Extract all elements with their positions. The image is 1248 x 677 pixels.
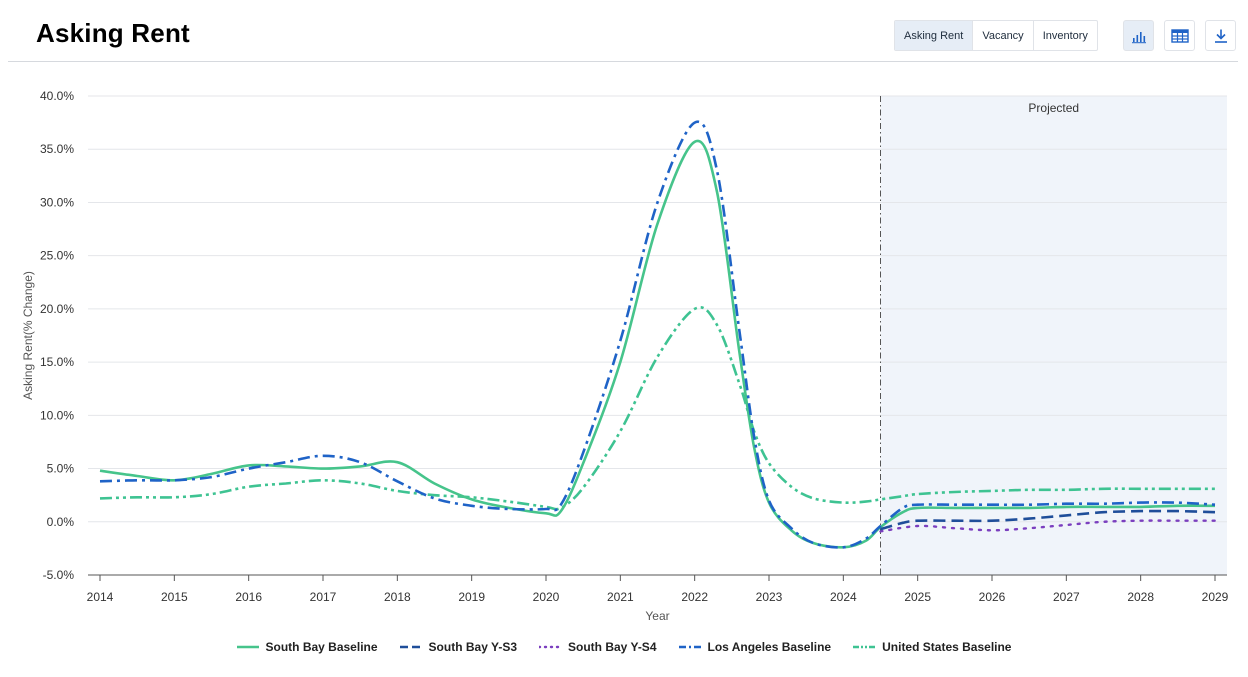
y-axis-title: Asking Rent(% Change) <box>21 271 35 400</box>
download-icon <box>1214 29 1227 43</box>
projected-label: Projected <box>1028 101 1079 115</box>
y-tick-label: 40.0% <box>40 89 74 103</box>
chart-view-button[interactable] <box>1123 20 1154 51</box>
y-tick-label: 35.0% <box>40 142 74 156</box>
table-view-button[interactable] <box>1164 20 1195 51</box>
legend-item-south-bay-baseline[interactable]: South Bay Baseline <box>236 640 378 654</box>
y-tick-label: 10.0% <box>40 408 74 422</box>
x-tick-label: 2018 <box>384 590 411 604</box>
x-tick-label: 2023 <box>756 590 783 604</box>
legend-label: South Bay Y-S3 <box>428 640 518 654</box>
tab-asking-rent[interactable]: Asking Rent <box>895 21 974 50</box>
y-tick-label: 0.0% <box>47 515 75 529</box>
x-tick-label: 2029 <box>1202 590 1229 604</box>
series-line-los-angeles-baseline <box>99 120 1216 549</box>
legend-item-united-states-baseline[interactable]: United States Baseline <box>853 640 1011 654</box>
legend-label: South Bay Baseline <box>265 640 378 654</box>
x-tick-label: 2020 <box>533 590 560 604</box>
y-tick-label: 15.0% <box>40 355 74 369</box>
series-line-south-bay-baseline <box>99 139 1216 549</box>
asking-rent-line-chart: -5.0% 0.0% 5.0% 10.0% 15.0% 20.0% 25.0% 30.0% 35… <box>21 89 1229 623</box>
header-divider <box>8 61 1238 62</box>
legend-swatch <box>678 645 701 649</box>
x-tick-label: 2026 <box>979 590 1006 604</box>
x-tick-label: 2025 <box>904 590 931 604</box>
legend-swatch <box>539 645 562 649</box>
x-axis-title: Year <box>645 609 669 623</box>
y-tick-label: -5.0% <box>43 568 75 582</box>
x-tick-label: 2027 <box>1053 590 1080 604</box>
x-tick-label: 2024 <box>830 590 857 604</box>
projected-region <box>880 96 1227 575</box>
y-tick-label: 30.0% <box>40 195 74 209</box>
download-button[interactable] <box>1205 20 1236 51</box>
x-tick-label: 2017 <box>310 590 337 604</box>
y-tick-label: 5.0% <box>47 462 75 476</box>
page-title: Asking Rent <box>36 18 190 48</box>
series-line-south-bay-y-s3 <box>880 509 1216 531</box>
y-tick-label: 20.0% <box>40 302 74 316</box>
legend-item-south-bay-y-s3[interactable]: South Bay Y-S3 <box>399 640 518 654</box>
legend-item-los-angeles-baseline[interactable]: Los Angeles Baseline <box>678 640 832 654</box>
legend-label: South Bay Y-S4 <box>568 640 657 654</box>
legend-label: Los Angeles Baseline <box>707 640 832 654</box>
x-tick-label: 2019 <box>458 590 485 604</box>
series-line-south-bay-y-s4 <box>879 519 1217 533</box>
legend-swatch <box>399 645 422 649</box>
bar-chart-icon <box>1131 31 1146 43</box>
legend-swatch <box>236 645 259 649</box>
legend-label: United States Baseline <box>882 640 1012 654</box>
x-tick-label: 2014 <box>87 590 114 604</box>
x-tick-label: 2022 <box>681 590 708 604</box>
legend-item-south-bay-y-s4[interactable]: South Bay Y-S4 <box>539 640 657 654</box>
tab-inventory[interactable]: Inventory <box>1042 29 1088 42</box>
metric-tabs: Asking Rent Vacancy Inventory <box>894 20 1098 51</box>
x-tick-label: 2021 <box>607 590 634 604</box>
x-tick-label: 2015 <box>161 590 188 604</box>
x-tick-label: 2028 <box>1127 590 1154 604</box>
x-tick-label: 2016 <box>235 590 262 604</box>
y-tick-label: 25.0% <box>40 249 74 263</box>
tab-vacancy[interactable]: Vacancy <box>973 21 1034 50</box>
legend-swatch <box>853 645 876 649</box>
chart-legend: South Bay Baseline South Bay Y-S3 South … <box>0 640 1248 654</box>
table-icon <box>1170 28 1189 43</box>
